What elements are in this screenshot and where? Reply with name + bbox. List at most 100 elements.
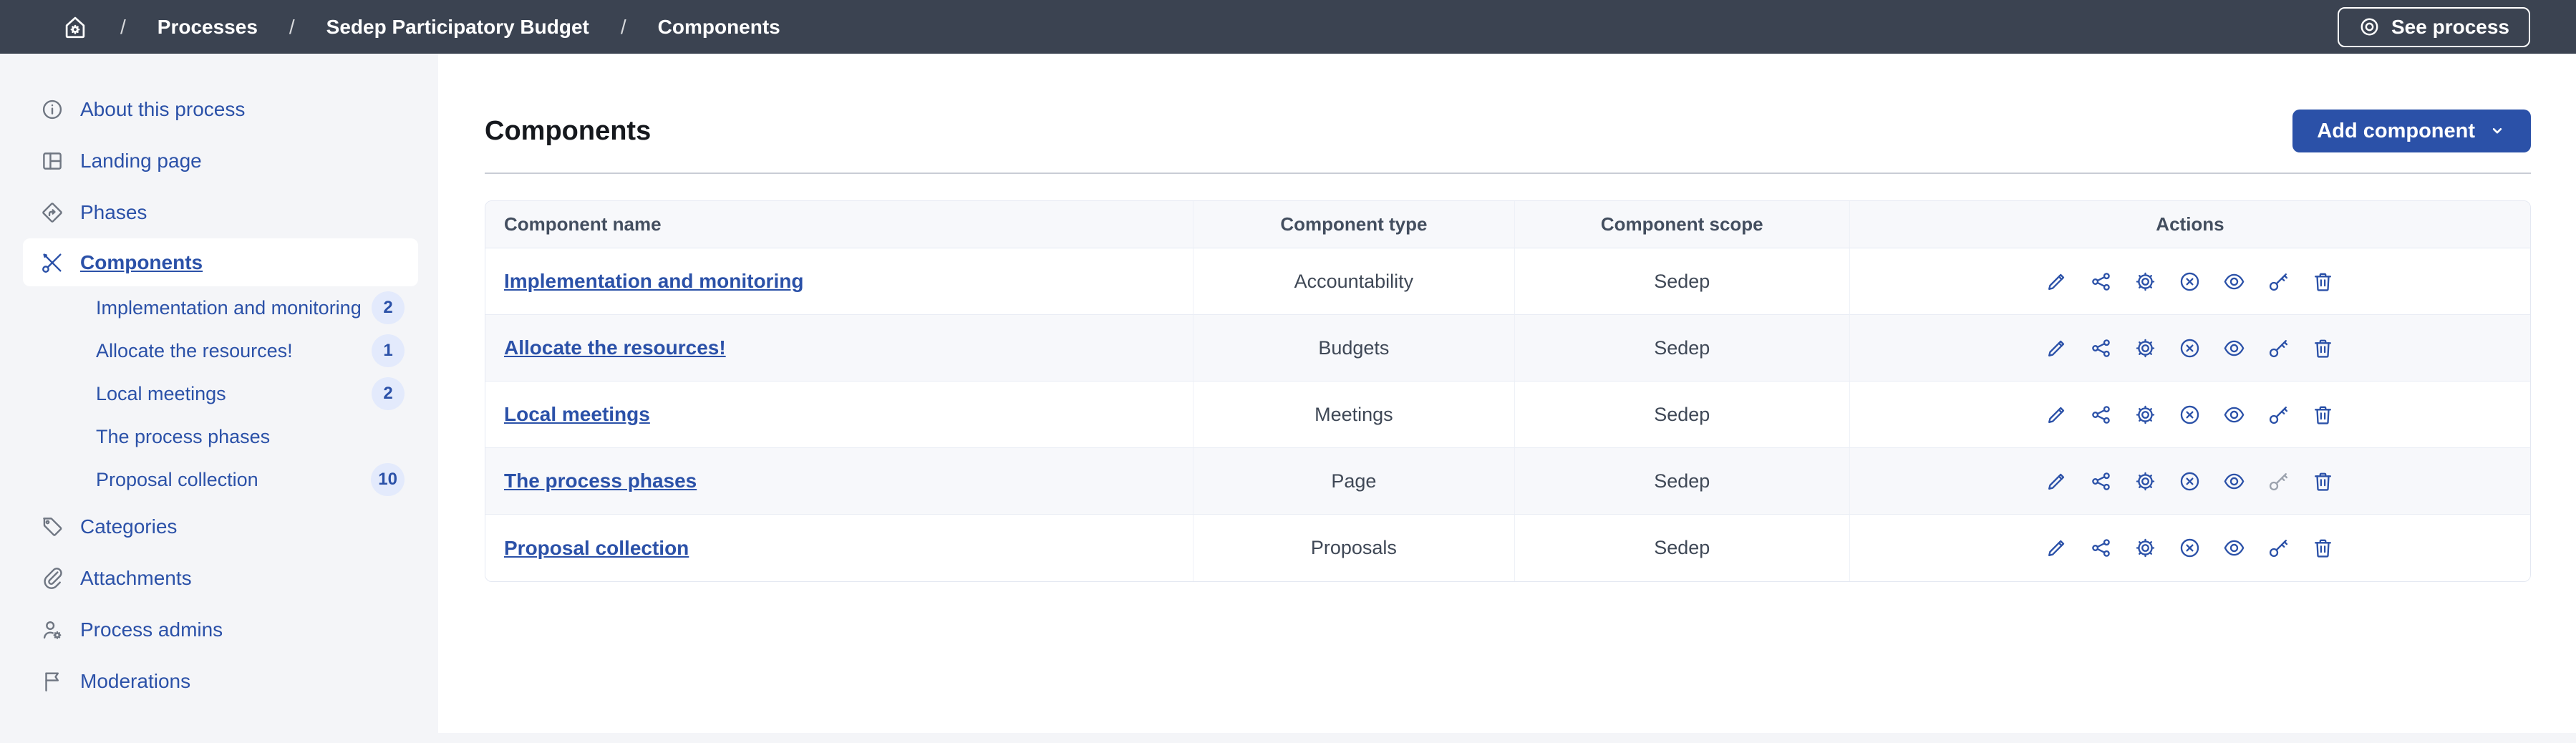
unpublish-icon[interactable] xyxy=(2178,536,2202,560)
direction-icon xyxy=(40,200,64,225)
configure-icon[interactable] xyxy=(2134,270,2157,293)
user-gear-icon xyxy=(40,618,64,642)
sidebar-subitem[interactable]: Local meetings 2 xyxy=(0,372,438,415)
component-name-link[interactable]: The process phases xyxy=(504,470,697,492)
table-header-row: Component name Component type Component … xyxy=(485,201,2530,248)
row-actions xyxy=(1849,515,2530,581)
sidebar-subitem[interactable]: Implementation and monitoring 2 xyxy=(0,286,438,329)
breadcrumb-process-name[interactable]: Sedep Participatory Budget xyxy=(326,15,589,38)
share-icon[interactable] xyxy=(2089,403,2113,427)
table-row: Proposal collection Proposals Sedep xyxy=(485,515,2530,581)
preview-icon[interactable] xyxy=(2222,536,2246,560)
row-actions xyxy=(1849,382,2530,448)
edit-icon[interactable] xyxy=(2045,336,2068,360)
sidebar-item-landing-page[interactable]: Landing page xyxy=(0,135,438,187)
column-header-component-type: Component type xyxy=(1193,201,1514,248)
component-name-link[interactable]: Allocate the resources! xyxy=(504,336,726,359)
component-name-link[interactable]: Proposal collection xyxy=(504,536,689,559)
configure-icon[interactable] xyxy=(2134,336,2157,360)
permissions-icon[interactable] xyxy=(2267,470,2290,493)
share-icon[interactable] xyxy=(2089,470,2113,493)
components-table: Component name Component type Component … xyxy=(485,201,2530,581)
count-badge: 10 xyxy=(371,463,405,496)
sidebar-subitem[interactable]: Proposal collection 10 xyxy=(0,458,438,501)
sidebar-subitem[interactable]: The process phases xyxy=(96,425,271,447)
sidebar-item-categories[interactable]: Categories xyxy=(0,501,438,553)
edit-icon[interactable] xyxy=(2045,403,2068,427)
configure-icon[interactable] xyxy=(2134,470,2157,493)
add-component-label: Add component xyxy=(2317,119,2475,142)
permissions-icon[interactable] xyxy=(2267,536,2290,560)
title-divider xyxy=(485,173,2531,174)
column-header-actions: Actions xyxy=(1849,201,2530,248)
home-icon[interactable] xyxy=(62,14,89,41)
unpublish-icon[interactable] xyxy=(2178,403,2202,427)
component-scope: Sedep xyxy=(1514,382,1849,448)
component-scope: Sedep xyxy=(1514,248,1849,315)
component-type: Meetings xyxy=(1193,382,1514,448)
component-type: Page xyxy=(1193,448,1514,515)
delete-icon[interactable] xyxy=(2311,270,2335,293)
unpublish-icon[interactable] xyxy=(2178,470,2202,493)
permissions-icon[interactable] xyxy=(2267,270,2290,293)
count-badge: 2 xyxy=(372,291,405,324)
sidebar-subitem[interactable]: Allocate the resources! 1 xyxy=(0,329,438,372)
topbar: / Processes / Sedep Participatory Budget… xyxy=(0,0,2576,54)
delete-icon[interactable] xyxy=(2311,536,2335,560)
component-name-link[interactable]: Local meetings xyxy=(504,403,650,425)
see-process-button[interactable]: See process xyxy=(2338,6,2530,47)
preview-icon[interactable] xyxy=(2222,336,2246,360)
flag-icon xyxy=(40,669,64,694)
see-process-label: See process xyxy=(2391,15,2509,38)
footer-strip xyxy=(0,733,2576,743)
delete-icon[interactable] xyxy=(2311,336,2335,360)
permissions-icon[interactable] xyxy=(2267,403,2290,427)
table-row: Implementation and monitoring Accountabi… xyxy=(485,248,2530,315)
components-sub-list: Implementation and monitoring 2 Allocate… xyxy=(0,286,438,501)
breadcrumb-separator: / xyxy=(120,15,126,38)
permissions-icon[interactable] xyxy=(2267,336,2290,360)
add-component-button[interactable]: Add component xyxy=(2292,110,2531,152)
column-header-component-scope: Component scope xyxy=(1514,201,1849,248)
sidebar-item-moderations[interactable]: Moderations xyxy=(0,656,438,707)
edit-icon[interactable] xyxy=(2045,470,2068,493)
configure-icon[interactable] xyxy=(2134,536,2157,560)
sidebar-item-process-admins[interactable]: Process admins xyxy=(0,604,438,656)
sidebar-item-about-this-process[interactable]: About this process xyxy=(0,84,438,135)
chevron-down-icon xyxy=(2488,122,2507,140)
column-header-component-name: Component name xyxy=(485,201,1193,248)
row-actions xyxy=(1849,315,2530,382)
configure-icon[interactable] xyxy=(2134,403,2157,427)
preview-icon[interactable] xyxy=(2222,270,2246,293)
edit-icon[interactable] xyxy=(2045,270,2068,293)
component-name-link[interactable]: Implementation and monitoring xyxy=(504,270,804,292)
share-icon[interactable] xyxy=(2089,536,2113,560)
eye-rings-icon xyxy=(2358,16,2381,38)
component-type: Budgets xyxy=(1193,315,1514,382)
share-icon[interactable] xyxy=(2089,270,2113,293)
main-content: Components Add component Component name … xyxy=(438,54,2576,733)
sidebar-item-phases[interactable]: Phases xyxy=(0,187,438,238)
table-row: Local meetings Meetings Sedep xyxy=(485,382,2530,448)
table-row: Allocate the resources! Budgets Sedep xyxy=(485,315,2530,382)
unpublish-icon[interactable] xyxy=(2178,336,2202,360)
delete-icon[interactable] xyxy=(2311,403,2335,427)
delete-icon[interactable] xyxy=(2311,470,2335,493)
breadcrumb-components[interactable]: Components xyxy=(657,15,780,38)
sidebar-item-components[interactable]: Components xyxy=(23,238,418,286)
share-icon[interactable] xyxy=(2089,336,2113,360)
breadcrumb: / Processes / Sedep Participatory Budget… xyxy=(62,14,780,41)
unpublish-icon[interactable] xyxy=(2178,270,2202,293)
tools-icon xyxy=(40,251,64,275)
sidebar: About this process Landing page Phases C… xyxy=(0,54,438,733)
sidebar-item-attachments[interactable]: Attachments xyxy=(0,553,438,604)
tag-icon xyxy=(40,515,64,539)
breadcrumb-processes[interactable]: Processes xyxy=(157,15,258,38)
page-title: Components xyxy=(485,115,652,146)
preview-icon[interactable] xyxy=(2222,403,2246,427)
components-table-card: Component name Component type Component … xyxy=(485,200,2531,582)
component-type: Proposals xyxy=(1193,515,1514,581)
preview-icon[interactable] xyxy=(2222,470,2246,493)
info-icon xyxy=(40,97,64,122)
edit-icon[interactable] xyxy=(2045,536,2068,560)
